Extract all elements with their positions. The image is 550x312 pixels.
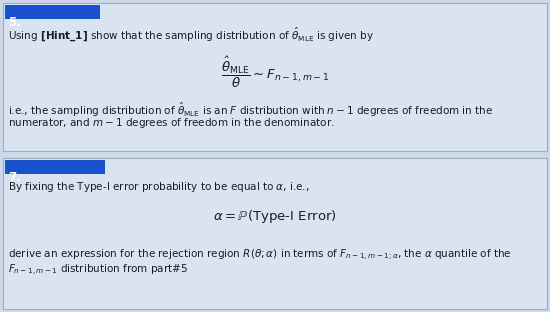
Bar — [5, 160, 105, 174]
Text: $\alpha = \mathbb{P}(\mathrm{Type\text{-}I\ Error})$: $\alpha = \mathbb{P}(\mathrm{Type\text{-… — [213, 208, 337, 225]
Text: $F_{n-1,m-1}$ distribution from part#5: $F_{n-1,m-1}$ distribution from part#5 — [8, 263, 188, 278]
Text: i.e., the sampling distribution of $\hat{\theta}_{\mathrm{MLE}}$ is an $F$ distr: i.e., the sampling distribution of $\hat… — [8, 101, 493, 119]
Text: numerator, and $m - 1$ degrees of freedom in the denominator.: numerator, and $m - 1$ degrees of freedo… — [8, 116, 334, 130]
Bar — [3, 3, 547, 151]
Text: derive an expression for the rejection region $R(\theta; \alpha)$ in terms of $F: derive an expression for the rejection r… — [8, 248, 512, 263]
Text: 5.: 5. — [8, 16, 21, 29]
Text: By fixing the Type-I error probability to be equal to $\alpha$, i.e.,: By fixing the Type-I error probability t… — [8, 180, 310, 194]
Text: Using $\mathbf{[Hint\_1]}$ show that the sampling distribution of $\hat{\theta}_: Using $\mathbf{[Hint\_1]}$ show that the… — [8, 25, 374, 43]
Text: 7.: 7. — [8, 171, 21, 184]
Text: $\dfrac{\hat{\theta}_{\mathrm{MLE}}}{\theta} \sim F_{n-1,m-1}$: $\dfrac{\hat{\theta}_{\mathrm{MLE}}}{\th… — [221, 55, 329, 90]
Bar — [5, 5, 100, 19]
Bar — [3, 158, 547, 309]
